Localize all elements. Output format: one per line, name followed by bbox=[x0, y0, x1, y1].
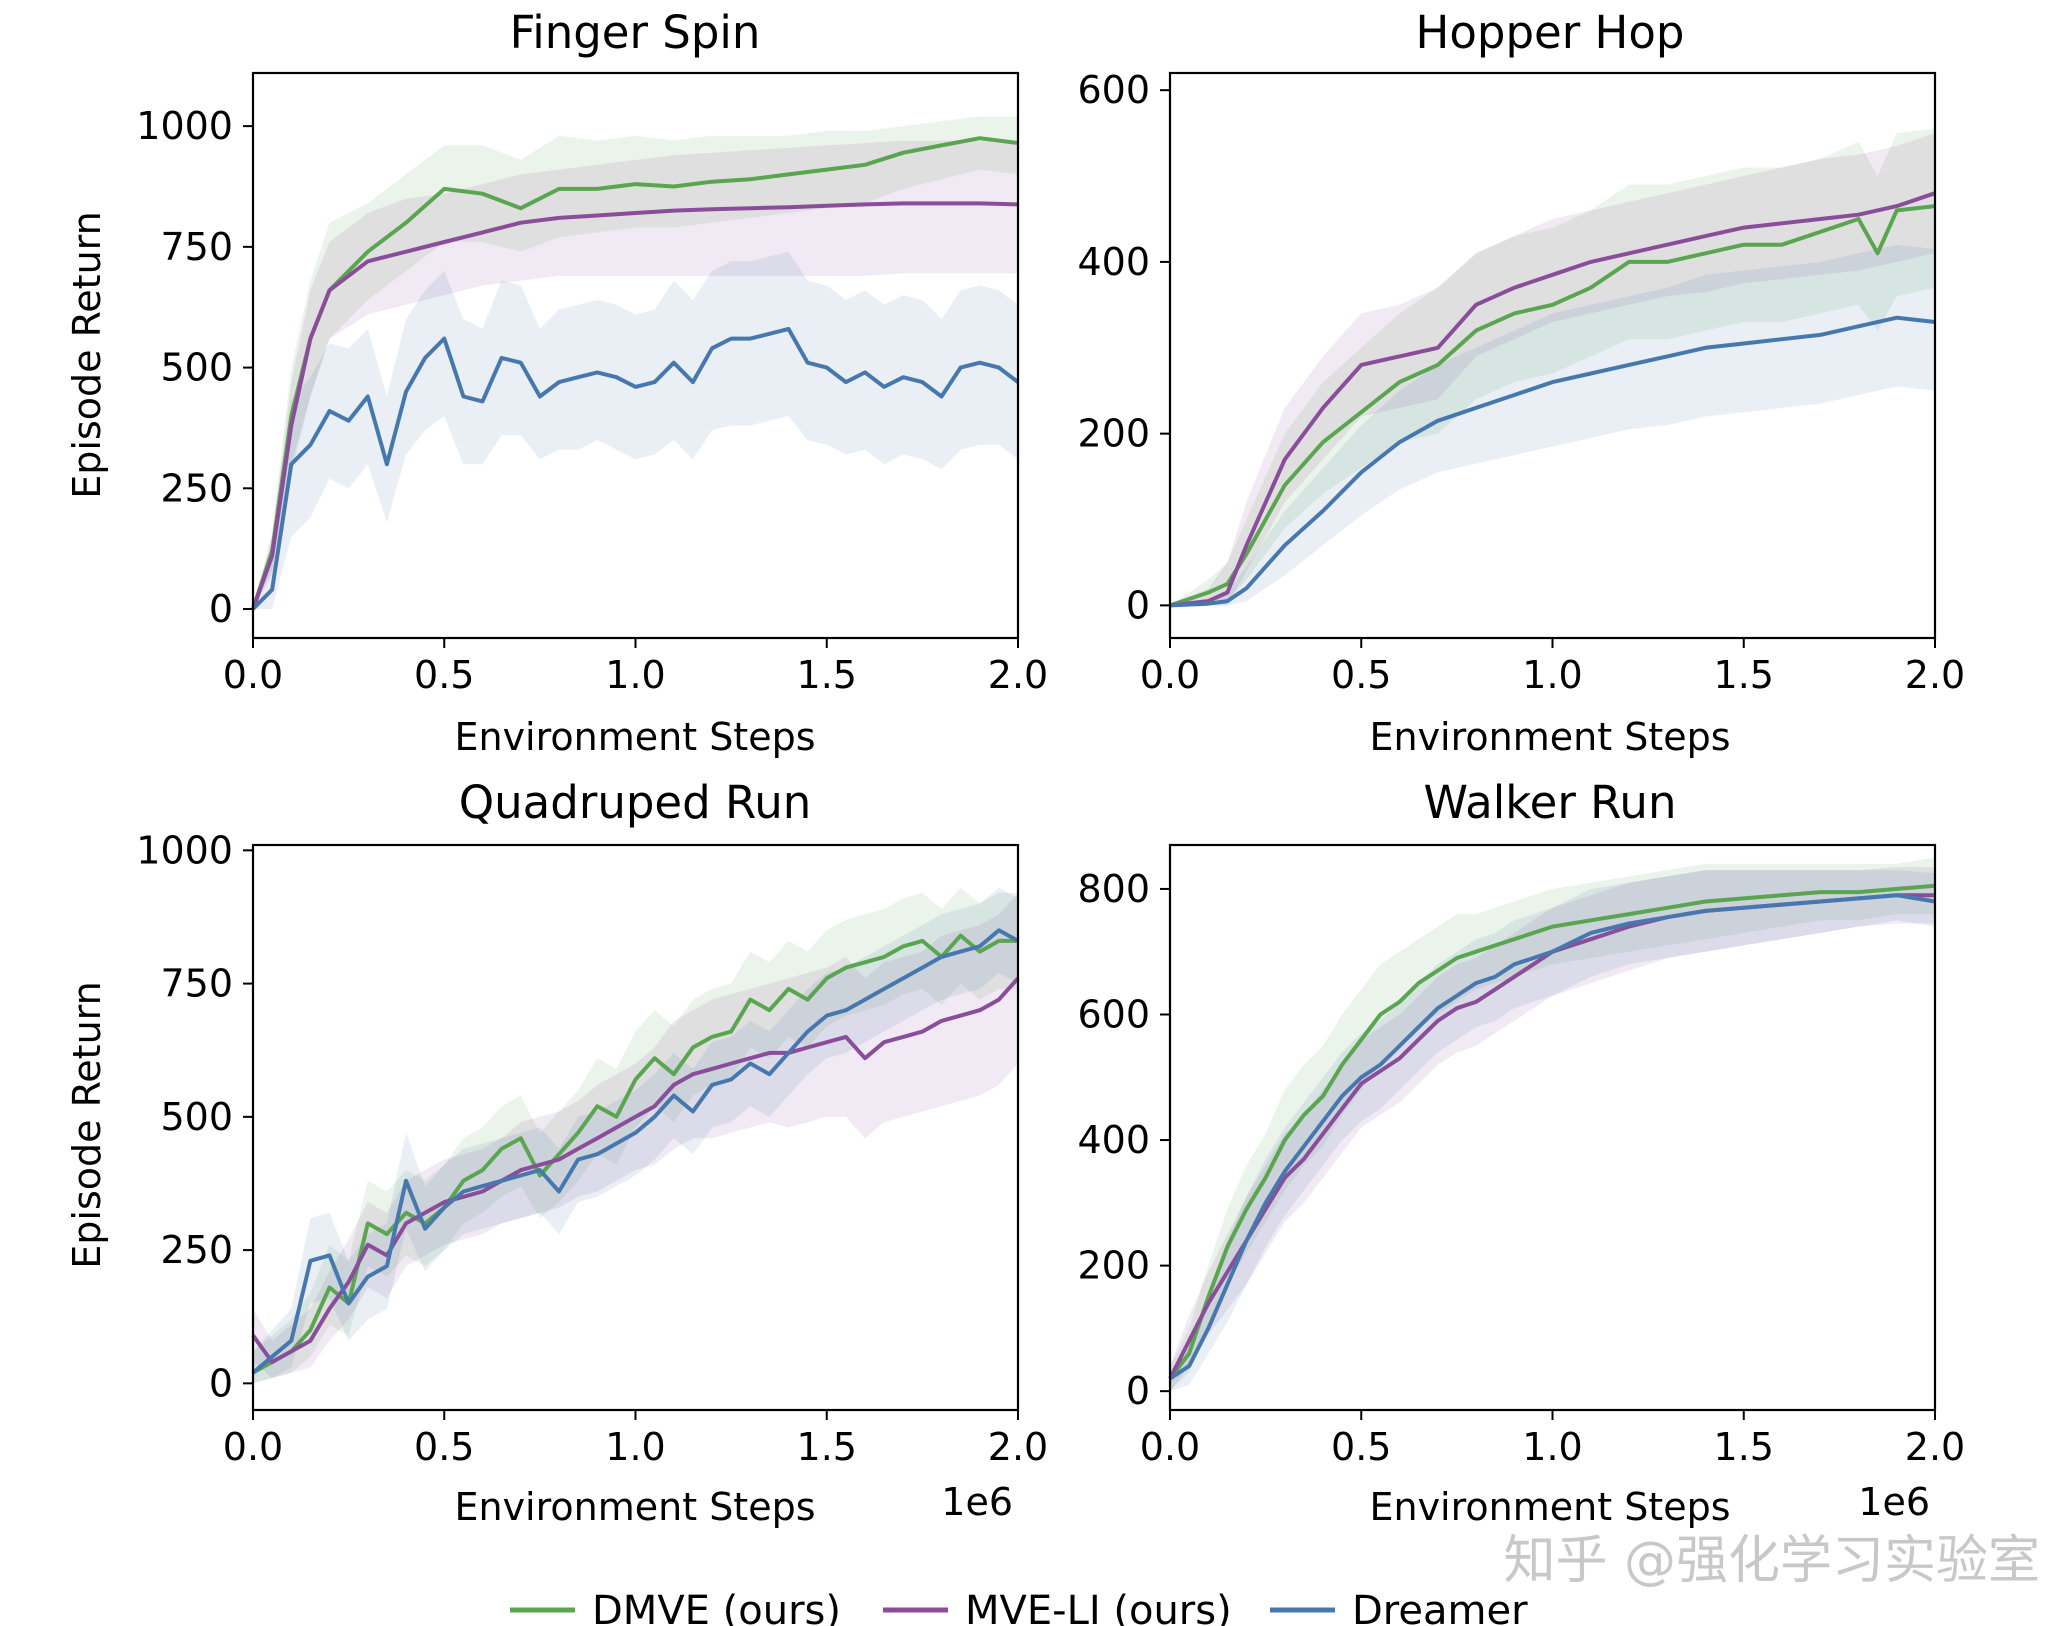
legend-label: DMVE (ours) bbox=[592, 1588, 841, 1626]
series-line-1 bbox=[1169, 191, 1936, 608]
x-tick-label: 1.0 bbox=[605, 1425, 665, 1469]
y-tick-label: 0 bbox=[1126, 1369, 1150, 1413]
x-tick-label: 1.5 bbox=[1714, 653, 1774, 697]
series-band-0 bbox=[253, 887, 1018, 1384]
chart-title: Walker Run bbox=[1424, 776, 1677, 829]
series-band-2 bbox=[1170, 870, 1935, 1392]
y-tick-label: 200 bbox=[1077, 1244, 1150, 1288]
x-tick-label: 0.5 bbox=[1331, 1425, 1391, 1469]
x-tick-label: 2.0 bbox=[988, 1425, 1048, 1469]
series-line-2 bbox=[1169, 315, 1936, 608]
panel-quadruped-run: Quadruped Run Environment Steps Episode … bbox=[65, 776, 1048, 1529]
series-band-2 bbox=[253, 887, 1018, 1384]
x-axis-label: Environment Steps bbox=[454, 715, 815, 759]
y-tick-label: 400 bbox=[1077, 1118, 1150, 1162]
series-line-0 bbox=[1168, 883, 1936, 1380]
y-tick-label: 250 bbox=[160, 1228, 233, 1272]
x-tick-label: 1.0 bbox=[1522, 1425, 1582, 1469]
x-axis-label: Environment Steps bbox=[1369, 715, 1730, 759]
legend-entry-mve-li: MVE-LI (ours) bbox=[883, 1588, 1232, 1626]
series-band-2 bbox=[1170, 244, 1935, 606]
y-tick-label: 750 bbox=[160, 225, 233, 269]
series-band-1 bbox=[1170, 133, 1935, 606]
x-tick-label: 2.0 bbox=[1905, 1425, 1965, 1469]
x-tick-label: 0.5 bbox=[414, 653, 474, 697]
panel-finger-spin: Finger Spin Environment Steps Episode Re… bbox=[65, 6, 1048, 759]
legend-label: MVE-LI (ours) bbox=[965, 1588, 1232, 1626]
y-tick-label: 0 bbox=[209, 587, 233, 631]
series-line-1 bbox=[251, 976, 1020, 1364]
chart-title: Quadruped Run bbox=[459, 776, 812, 829]
x-tick-label: 2.0 bbox=[1905, 653, 1965, 697]
panel-walker-run: Walker Run Environment Steps 1e6 0.0 0.5 1… bbox=[1077, 776, 1965, 1529]
x-tick-label: 1.5 bbox=[797, 1425, 857, 1469]
series-line-2 bbox=[251, 326, 1020, 611]
x-tick-label: 0.0 bbox=[223, 653, 283, 697]
x-tick-label: 1.5 bbox=[1714, 1425, 1774, 1469]
series-line-2 bbox=[251, 928, 1019, 1375]
x-tick-label: 2.0 bbox=[988, 653, 1048, 697]
y-tick-label: 250 bbox=[160, 466, 233, 510]
series-band-0 bbox=[1170, 128, 1935, 606]
x-axis-label: Environment Steps bbox=[454, 1485, 815, 1529]
y-tick-label: 600 bbox=[1077, 68, 1150, 112]
y-tick-label: 600 bbox=[1077, 993, 1150, 1037]
series-band-0 bbox=[253, 116, 1018, 609]
series-band-1 bbox=[253, 140, 1018, 609]
watermark: 知乎 @强化学习实验室 bbox=[1503, 1531, 2040, 1591]
x-tick-label: 0.5 bbox=[1331, 653, 1391, 697]
x-axis-label: Environment Steps bbox=[1369, 1485, 1730, 1529]
y-tick-label: 800 bbox=[1077, 867, 1150, 911]
y-tick-label: 400 bbox=[1077, 240, 1150, 284]
y-tick-label: 750 bbox=[160, 962, 233, 1006]
x-tick-label: 0.5 bbox=[414, 1425, 474, 1469]
y-tick-label: 500 bbox=[160, 1095, 233, 1139]
panel-hopper-hop: Hopper Hop Environment Steps 0.0 0.5 1.0 1.… bbox=[1077, 6, 1965, 759]
series-line-2 bbox=[1168, 893, 1936, 1381]
series-band-1 bbox=[1170, 867, 1935, 1392]
x-tick-label: 1.5 bbox=[797, 653, 857, 697]
y-axis-label: Episode Return bbox=[65, 211, 109, 498]
series-band-0 bbox=[1170, 857, 1935, 1392]
series-line-0 bbox=[252, 933, 1018, 1375]
legend-entry-dmve: DMVE (ours) bbox=[510, 1588, 841, 1626]
x-tick-label: 0.0 bbox=[1140, 653, 1200, 697]
legend: DMVE (ours) MVE-LI (ours) Dreamer bbox=[510, 1588, 1528, 1626]
chart-title: Finger Spin bbox=[510, 6, 761, 59]
x-axis-multiplier: 1e6 bbox=[941, 1480, 1013, 1524]
y-tick-label: 1000 bbox=[136, 828, 233, 872]
series-line-1 bbox=[251, 201, 1019, 610]
y-axis-label: Episode Return bbox=[65, 981, 109, 1268]
x-axis-multiplier: 1e6 bbox=[1858, 1480, 1930, 1524]
y-tick-label: 500 bbox=[160, 346, 233, 390]
chart-title: Hopper Hop bbox=[1416, 6, 1685, 59]
y-tick-label: 0 bbox=[209, 1361, 233, 1405]
x-tick-label: 0.0 bbox=[223, 1425, 283, 1469]
legend-label: Dreamer bbox=[1352, 1588, 1528, 1626]
x-tick-label: 1.0 bbox=[605, 653, 665, 697]
y-tick-label: 1000 bbox=[136, 104, 233, 148]
legend-entry-dreamer: Dreamer bbox=[1270, 1588, 1528, 1626]
series-line-0 bbox=[1169, 204, 1936, 608]
x-tick-label: 0.0 bbox=[1140, 1425, 1200, 1469]
x-tick-label: 1.0 bbox=[1522, 653, 1582, 697]
y-tick-label: 200 bbox=[1077, 412, 1150, 456]
y-tick-label: 0 bbox=[1126, 583, 1150, 627]
